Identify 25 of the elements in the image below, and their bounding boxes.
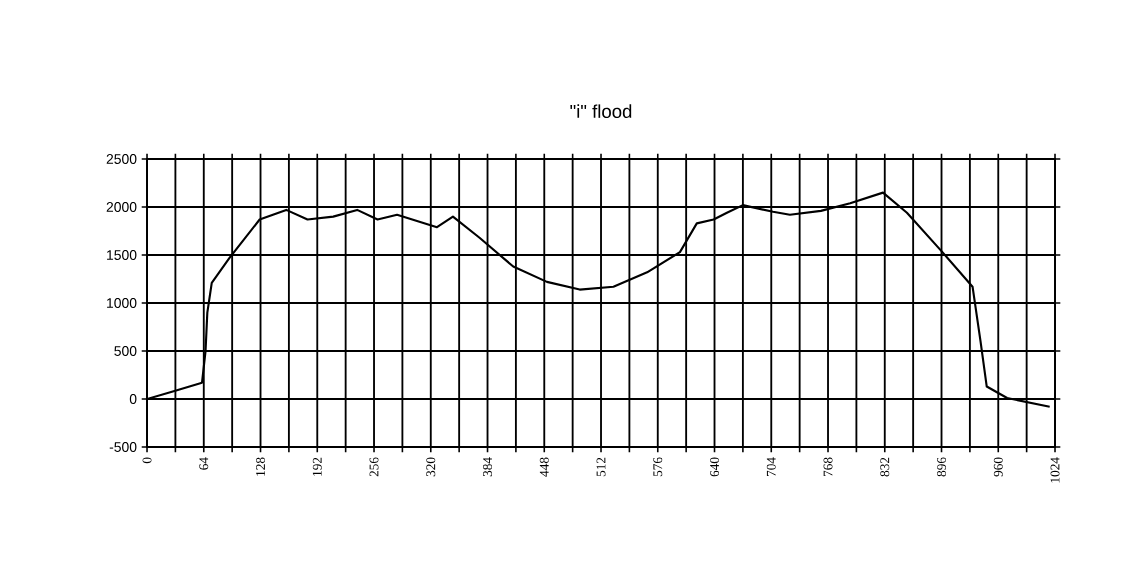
y-tick-label: -500 [109,442,137,452]
x-tick-label: 768 [823,457,833,477]
x-tick-label: 128 [256,457,265,476]
y-tick-label: 2500 [106,154,137,164]
y-tick-label: 1000 [107,298,137,308]
x-tick-label: 320 [426,457,436,477]
x-tick-label: 576 [653,457,663,477]
x-tick-label: 512 [596,457,606,477]
y-tick-label: 1500 [107,250,137,260]
y-tick-label: 0 [129,394,137,404]
x-tick-label: 1024 [1050,457,1060,483]
x-tick-label: 832 [880,457,890,477]
x-tick-label: 64 [199,457,209,470]
x-tick-label: 384 [483,457,492,477]
x-tick-label: 0 [142,457,152,464]
x-tick-label: 704 [766,457,776,477]
x-tick-label: 896 [937,457,946,477]
x-tick-label: 640 [710,457,719,477]
x-tick-label: 448 [539,457,549,477]
x-tick-label: 256 [369,457,379,477]
x-tick-label: 192 [312,457,322,476]
y-tick-label: 2000 [106,202,137,212]
y-tick-label: 500 [114,346,137,356]
x-tick-label: 960 [993,457,1003,477]
chart-title: "i" flood [570,104,632,119]
